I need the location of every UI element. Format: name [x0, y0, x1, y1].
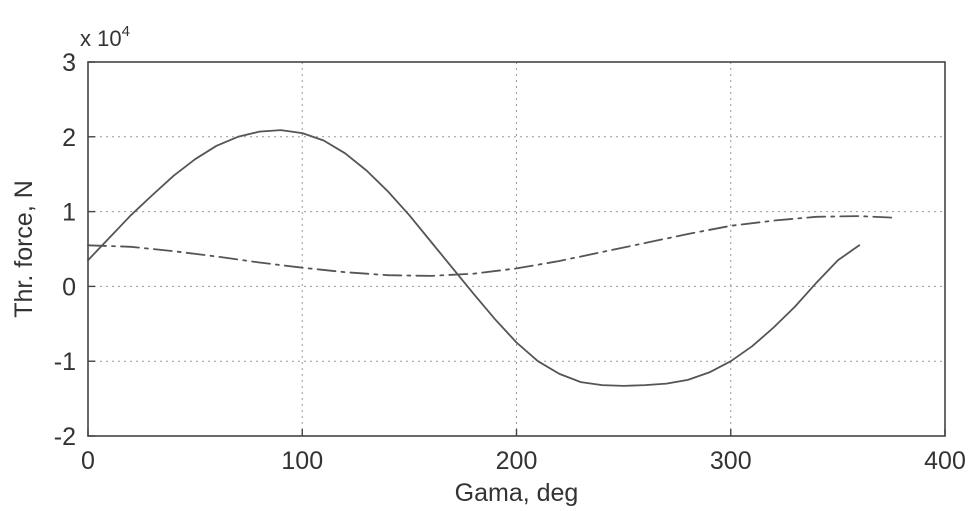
y-tick-label: 2: [62, 124, 76, 152]
x-axis-label: Gama, deg: [455, 479, 579, 507]
series-line-2: [87, 215, 893, 277]
y-tick-label: 0: [62, 273, 76, 301]
y-multiplier-label: x 104: [80, 23, 130, 51]
tick-labels: 0 100 200 300 400 -2 -1 0 1 2 3: [54, 49, 966, 475]
y-multiplier-base: x 10: [80, 26, 122, 51]
y-tick-label: -2: [54, 423, 76, 451]
series-line-1: [87, 129, 861, 387]
x-tick-label: 400: [924, 447, 966, 475]
grid-lines: [88, 62, 945, 436]
x-tick-label: 0: [81, 447, 95, 475]
series-layer: [87, 129, 893, 387]
x-tick-label: 200: [496, 447, 538, 475]
y-tick-label: 3: [62, 49, 76, 77]
y-tick-label: -1: [54, 348, 76, 376]
y-axis-label: Thr. force, N: [10, 180, 38, 318]
y-multiplier-exponent: 4: [122, 23, 130, 40]
x-tick-label: 300: [710, 447, 752, 475]
x-tick-label: 100: [281, 447, 323, 475]
y-tick-label: 1: [62, 199, 76, 227]
